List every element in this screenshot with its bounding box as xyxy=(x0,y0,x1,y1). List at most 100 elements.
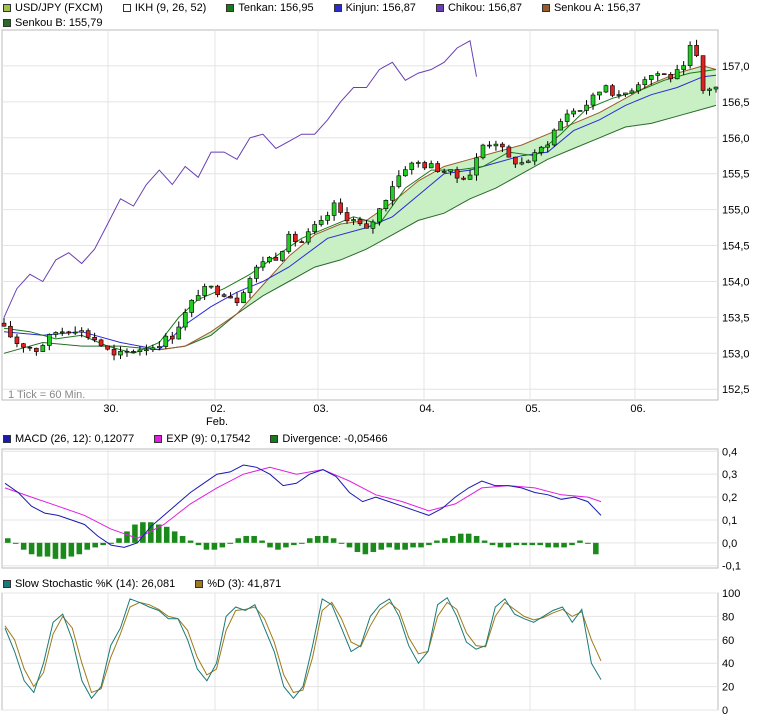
divergence-bar xyxy=(553,542,559,548)
candlestick xyxy=(467,169,473,180)
candle-body xyxy=(610,85,615,96)
candlestick xyxy=(370,219,376,234)
candlestick xyxy=(299,239,305,243)
macd-y-tick-label: 0,3 xyxy=(722,469,737,481)
candle-body xyxy=(383,200,389,209)
candle-body xyxy=(260,261,266,268)
candlestick xyxy=(72,326,78,336)
candle-body xyxy=(144,349,149,352)
candle-body xyxy=(525,160,531,163)
main-y-tick-label: 152,5 xyxy=(722,384,750,396)
candle-body xyxy=(500,143,505,148)
candlestick xyxy=(92,332,97,343)
candle-body xyxy=(72,331,78,334)
candle-body xyxy=(577,110,583,112)
divergence-bar xyxy=(100,542,106,546)
divergence-bar xyxy=(370,542,377,552)
stochastic-legend-item: Slow Stochastic %K (14): 26,081 xyxy=(3,576,175,591)
candle-body xyxy=(422,162,428,169)
legend-label: Tenkan: 156,95 xyxy=(238,1,314,14)
divergence-bar xyxy=(124,531,130,543)
divergence-bar xyxy=(108,542,114,544)
candle-body xyxy=(403,169,408,177)
divergence-bar xyxy=(195,542,202,546)
main-y-tick-label: 154,5 xyxy=(722,241,750,253)
candle-body xyxy=(273,257,279,261)
candlestick xyxy=(312,220,317,235)
candlestick xyxy=(260,256,266,271)
candle-body xyxy=(454,169,460,179)
candlestick xyxy=(674,64,680,80)
candlestick xyxy=(415,160,421,168)
divergence-bar xyxy=(116,538,122,543)
candle-body xyxy=(538,146,544,153)
divergence-bar xyxy=(418,542,424,548)
divergence-bar xyxy=(155,524,162,543)
candle-body xyxy=(448,169,453,172)
candlestick xyxy=(694,39,699,58)
divergence-bar xyxy=(267,542,273,548)
candle-body xyxy=(286,233,292,252)
candle-body xyxy=(267,257,272,263)
candlestick xyxy=(182,308,188,331)
candle-body xyxy=(228,296,233,299)
divergence-bar xyxy=(338,542,345,544)
candle-body xyxy=(312,224,317,233)
macd-legend-item: EXP (9): 0,17542 xyxy=(154,431,250,446)
divergence-bar xyxy=(163,526,170,543)
macd-y-tick-label: 0,2 xyxy=(722,492,737,504)
candle-body xyxy=(325,215,330,221)
divergence-bar xyxy=(473,535,480,543)
candle-body xyxy=(111,348,117,356)
legend-swatch xyxy=(270,434,279,443)
divergence-bar xyxy=(179,535,186,543)
candle-body xyxy=(370,221,376,229)
legend-label: USD/JPY (FXCM) xyxy=(15,1,103,14)
candle-body xyxy=(189,299,195,313)
divergence-bar xyxy=(386,542,393,548)
divergence-bar xyxy=(171,531,178,543)
candle-body xyxy=(616,94,622,96)
candle-body xyxy=(603,85,609,93)
candlestick xyxy=(636,82,641,94)
candle-body xyxy=(623,92,628,95)
divergence-bar xyxy=(314,535,321,543)
legend-swatch xyxy=(154,434,163,443)
main-legend-item: Kinjun: 156,87 xyxy=(333,0,416,15)
candlestick xyxy=(403,166,408,177)
candle-body xyxy=(474,157,479,176)
main-x-tick-label: 04. xyxy=(419,403,434,415)
divergence-bar xyxy=(465,533,472,543)
candle-body xyxy=(493,143,499,147)
candle-body xyxy=(590,94,596,106)
candle-body xyxy=(254,266,259,279)
divergence-bar xyxy=(306,538,313,543)
legend-swatch xyxy=(3,3,11,12)
candle-body xyxy=(513,156,518,165)
legend-label: Chikou: 156,87 xyxy=(447,1,522,14)
candlestick xyxy=(700,55,706,94)
candlestick xyxy=(53,331,59,338)
divergence-bar xyxy=(593,542,599,555)
candle-body xyxy=(700,55,706,91)
candlestick xyxy=(305,228,311,245)
candlestick xyxy=(40,343,46,352)
candlestick xyxy=(661,73,667,75)
candle-body xyxy=(428,163,434,169)
candle-body xyxy=(195,295,201,301)
candle-body xyxy=(124,350,130,353)
stochastic-legend-item: %D (3): 41,871 xyxy=(195,576,281,591)
candle-body xyxy=(377,208,382,223)
candlestick xyxy=(338,198,343,215)
chikou-line xyxy=(3,40,477,318)
candlestick xyxy=(131,349,136,353)
candle-body xyxy=(163,335,169,347)
candle-body xyxy=(441,171,447,173)
candlestick xyxy=(14,334,20,348)
main-x-tick-label: 05. xyxy=(525,403,540,415)
candlestick xyxy=(357,216,363,227)
candle-body xyxy=(79,330,84,333)
candlestick xyxy=(500,142,505,153)
candlestick xyxy=(85,328,91,340)
candle-body xyxy=(642,79,648,86)
